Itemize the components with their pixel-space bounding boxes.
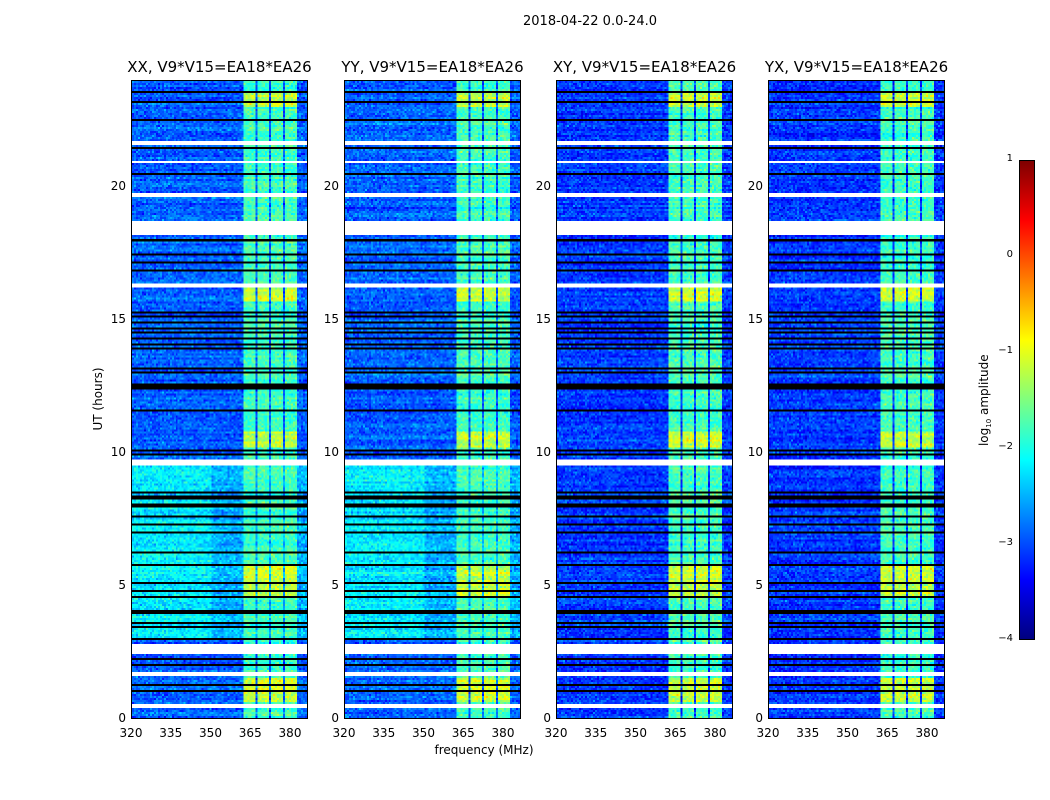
x-tick-label: 350 [199,726,222,740]
x-tick-label: 380 [278,726,302,740]
y-tick-label: 5 [331,577,339,592]
y-tick-label: 20 [110,178,126,193]
y-tick-label: 10 [535,444,551,459]
y-tick-label: 0 [118,711,126,725]
colorbar-tick-label: −4 [998,633,1013,644]
x-tick-label: 335 [796,726,820,740]
heatmap-canvas [132,81,307,718]
x-tick-label: 365 [875,726,899,740]
y-tick-label: 15 [747,311,763,326]
colorbar-label-rest: amplitude [976,354,991,419]
y-tick-label: 5 [543,577,551,592]
panel-title: YX, V9*V15=EA18*EA26 [764,58,949,76]
y-tick-label: 10 [110,444,126,459]
x-tick-label: 365 [451,726,475,740]
heatmap-panel-2 [556,80,733,719]
y-tick-label: 15 [323,311,339,326]
y-tick-label: 0 [755,711,763,725]
y-tick-label: 0 [331,711,339,725]
heatmap-canvas [557,81,732,718]
x-tick-label: 335 [159,726,183,740]
colorbar-label-sub: 10 [985,418,994,428]
heatmap-canvas [769,81,944,718]
heatmap-panel-3 [768,80,945,719]
heatmap-panel-0 [131,80,308,719]
x-tick-label: 320 [544,726,568,740]
x-axis-label: frequency (MHz) [434,743,534,757]
x-tick-label: 320 [119,726,143,740]
panel-title: YY, V9*V15=EA18*EA26 [341,58,524,76]
x-tick-label: 365 [238,726,262,740]
x-tick-label: 350 [412,726,435,740]
y-tick-label: 15 [110,311,126,326]
colorbar-label-log: log [976,427,991,447]
y-tick-label: 5 [118,577,126,592]
colorbar-tick-label: −1 [998,345,1013,356]
y-tick-label: 10 [747,444,763,459]
colorbar-tick-label: 0 [1006,249,1013,260]
y-tick-label: 20 [535,178,551,193]
panel-title: XX, V9*V15=EA18*EA26 [127,58,312,76]
x-tick-label: 365 [663,726,687,740]
x-tick-label: 320 [756,726,780,740]
x-tick-label: 380 [915,726,939,740]
panel-title: XY, V9*V15=EA18*EA26 [552,58,737,76]
x-tick-label: 320 [332,726,356,740]
x-tick-label: 350 [836,726,859,740]
colorbar-tick-label: −3 [998,537,1013,548]
x-tick-label: 350 [624,726,647,740]
y-axis-label: UT (hours) [91,367,105,431]
y-tick-label: 15 [535,311,551,326]
colorbar-tick-label: −2 [998,441,1013,452]
x-tick-label: 380 [703,726,727,740]
x-tick-label: 380 [491,726,515,740]
y-tick-label: 20 [323,178,339,193]
heatmap-canvas [345,81,520,718]
y-tick-label: 20 [747,178,763,193]
x-tick-label: 335 [372,726,396,740]
x-tick-label: 335 [584,726,608,740]
colorbar-tick-label: 1 [1006,153,1013,164]
figure-title: 2018-04-22 0.0-24.0 [523,14,657,29]
heatmap-panel-1 [344,80,521,719]
y-tick-label: 10 [323,444,339,459]
colorbar-label: log10 amplitude [977,335,993,465]
y-tick-label: 5 [755,577,763,592]
colorbar [1019,160,1035,640]
y-tick-label: 0 [543,711,551,725]
